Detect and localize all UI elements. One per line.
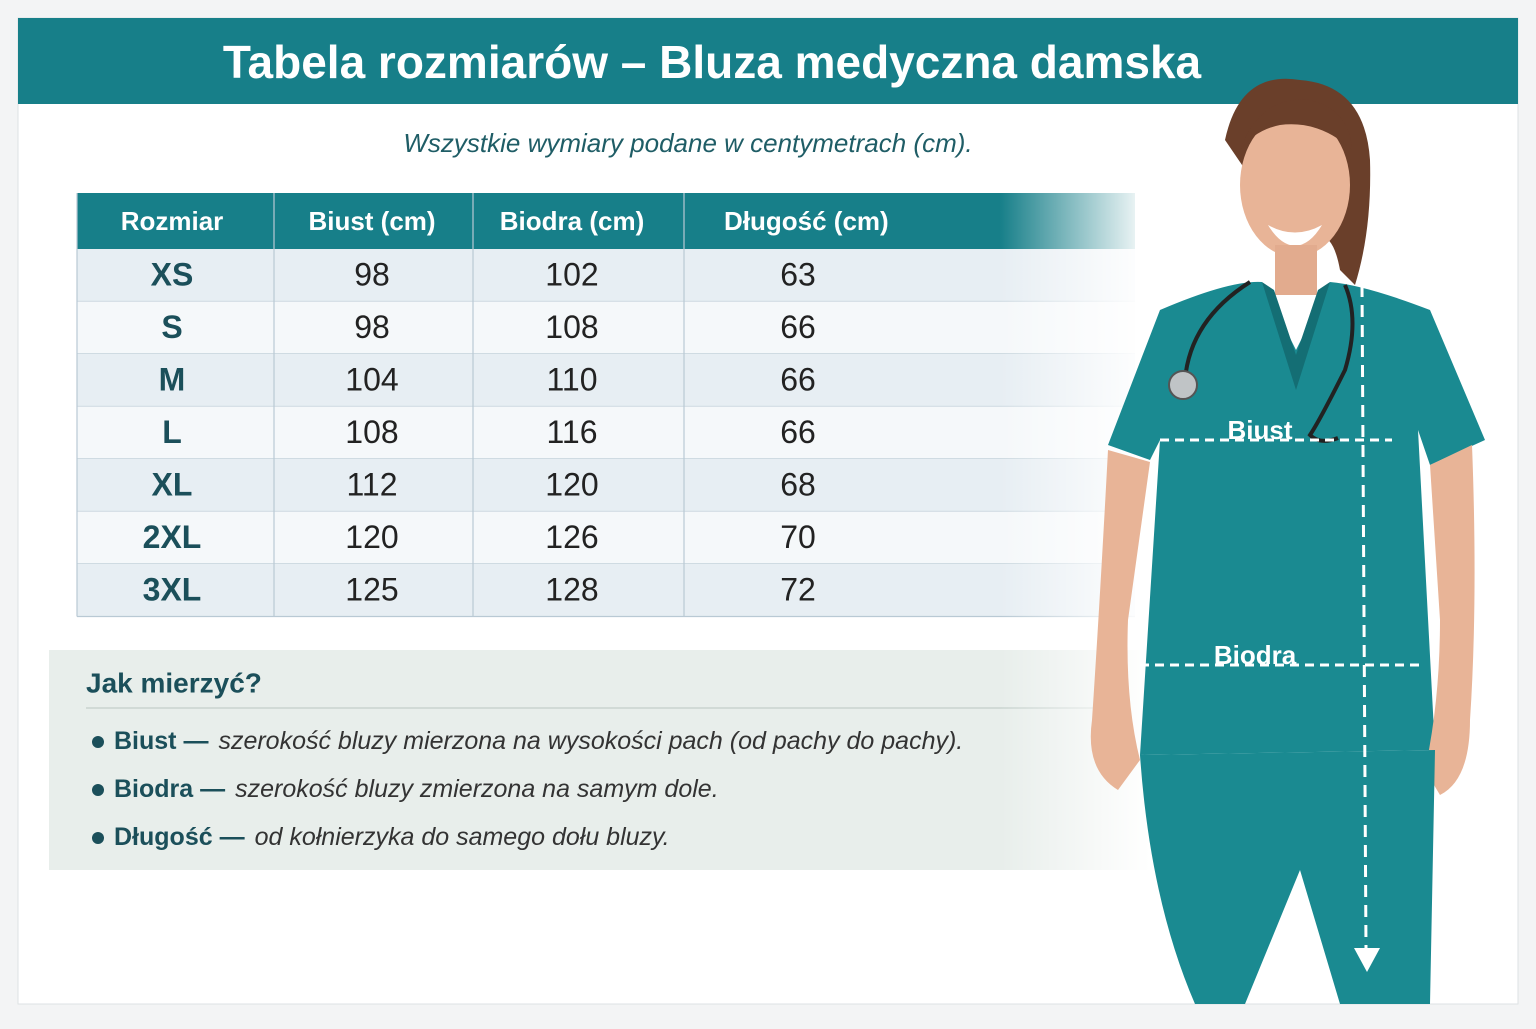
chest-label: Biust (1228, 415, 1293, 445)
value-cell: 112 (346, 467, 397, 503)
table-row (77, 354, 1135, 407)
bullet (92, 784, 104, 796)
table-row (77, 406, 1135, 459)
howto-title: Jak mierzyć? (86, 667, 262, 698)
size-cell: L (162, 414, 182, 450)
column-header: Długość (cm) (724, 206, 889, 236)
value-cell: 125 (345, 572, 398, 608)
table-row (77, 301, 1135, 354)
size-cell: XS (151, 257, 194, 293)
value-cell: 126 (545, 519, 598, 555)
value-cell: 108 (545, 309, 598, 345)
value-cell: 66 (780, 414, 816, 450)
table-row (77, 564, 1135, 617)
value-cell: 66 (780, 309, 816, 345)
value-cell: 110 (546, 362, 597, 398)
column-header: Rozmiar (121, 206, 224, 236)
value-cell: 70 (780, 519, 816, 555)
value-cell: 104 (345, 362, 398, 398)
title: Tabela rozmiarów – Bluza medyczna damska (223, 36, 1202, 88)
howto-text: szerokość bluzy mierzona na wysokości pa… (218, 727, 963, 755)
howto-item: Długość — od kołnierzyka do samego dołu b… (114, 823, 670, 851)
value-cell: 128 (545, 572, 598, 608)
value-cell: 120 (545, 467, 598, 503)
value-cell: 68 (780, 467, 816, 503)
howto-item: Biust — szerokość bluzy mierzona na wysok… (114, 727, 963, 755)
bullet (92, 736, 104, 748)
hips-label: Biodra (1214, 640, 1297, 670)
size-table: Rozmiar Biust (cm) Biodra (cm) Długość (cm)… (76, 193, 1135, 618)
table-row (77, 511, 1135, 564)
value-cell: 98 (354, 309, 390, 345)
value-cell: 102 (545, 257, 598, 293)
howto-text: od kołnierzyka do samego dołu bluzy. (255, 823, 670, 851)
value-cell: 108 (345, 414, 398, 450)
howto-term: Biust — (114, 727, 208, 755)
bullet (92, 832, 104, 844)
howto-text: szerokość bluzy zmierzona na samym dole. (235, 775, 719, 803)
value-cell: 120 (345, 519, 398, 555)
subtitle: Wszystkie wymiary podane w centymetrach … (403, 128, 972, 158)
value-cell: 72 (780, 572, 816, 608)
howto-term: Biodra — (114, 775, 225, 803)
size-cell: XL (152, 467, 193, 503)
size-cell: 3XL (143, 572, 202, 608)
table-row (77, 249, 1135, 302)
column-header: Biodra (cm) (500, 206, 644, 236)
value-cell: 63 (780, 257, 816, 293)
size-cell: S (161, 309, 182, 345)
table-header (77, 193, 1135, 249)
value-cell: 116 (546, 414, 597, 450)
size-cell: 2XL (143, 519, 202, 555)
howto-term: Długość — (114, 823, 245, 851)
value-cell: 98 (354, 257, 390, 293)
model-figure (1090, 78, 1485, 1004)
size-cell: M (159, 362, 186, 398)
table-row (77, 459, 1135, 512)
howto-list: Biust — szerokość bluzy mierzona na wysok… (92, 727, 963, 851)
howto-item: Biodra — szerokość bluzy zmierzona na sam… (114, 775, 719, 803)
howto-box (49, 650, 1150, 870)
column-header: Biust (cm) (308, 206, 435, 236)
value-cell: 66 (780, 362, 816, 398)
